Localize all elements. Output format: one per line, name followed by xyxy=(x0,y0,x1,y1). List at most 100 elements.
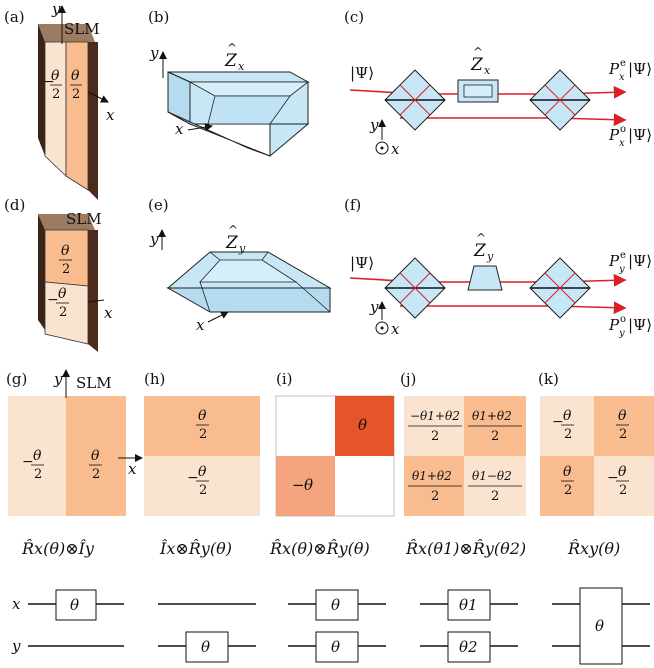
theta-den: 2 xyxy=(34,467,42,482)
slm-top xyxy=(38,24,95,42)
theta-den: 2 xyxy=(59,305,67,320)
mask-left xyxy=(8,396,66,516)
theta-den: 2 xyxy=(619,483,627,498)
theta-den: 2 xyxy=(491,489,499,504)
theta-num: θ xyxy=(618,408,627,424)
minus-sign: − xyxy=(43,74,55,90)
input-state: |Ψ⟩ xyxy=(350,64,374,82)
theta-num: θ xyxy=(618,464,627,480)
proj-sub-y: y xyxy=(618,264,625,275)
proj-P-e: P xyxy=(608,252,620,270)
gate-label: θ2 xyxy=(459,638,478,656)
operator-Zx: Z xyxy=(470,55,484,75)
panel-e: (e) y x Z y ^ xyxy=(148,196,332,334)
theta-den: 2 xyxy=(62,262,70,277)
operator-Zx-sub: x xyxy=(484,64,491,77)
operator-Zy-sub: y xyxy=(238,242,246,255)
slm-label: SLM xyxy=(76,374,112,392)
formula-j: R̂x(θ1)⊗R̂y(θ2) xyxy=(405,539,526,558)
gate-label: θ xyxy=(70,596,79,614)
panel-f: (f) |Ψ⟩ Z y ^ y x P e y |Ψ⟩ P o y |Ψ⟩ xyxy=(344,196,652,339)
formula-g: R̂x(θ)⊗Îy xyxy=(21,538,95,558)
out-of-plane-dot xyxy=(380,326,384,330)
theta-num: θ xyxy=(33,448,42,464)
gate-theta1 xyxy=(447,589,491,621)
theta-den: 2 xyxy=(92,467,100,482)
slm-side xyxy=(38,214,45,330)
x-axis-arrow xyxy=(187,123,213,132)
panel-b: (b) y x Z x ^ xyxy=(148,8,310,158)
panel-a: (a) y SLM x − θ 2 θ 2 xyxy=(4,0,115,200)
x-axis-label: x xyxy=(391,320,400,338)
theta-num: θ xyxy=(51,68,60,84)
x-axis-arrow xyxy=(87,91,109,103)
proj-sub-y: y xyxy=(618,328,625,339)
prism-front xyxy=(166,287,331,313)
prism-edge xyxy=(199,281,211,313)
y-axis-label: y xyxy=(369,298,379,316)
theta-den: 2 xyxy=(52,87,60,102)
panel-i: (i) θ − θ xyxy=(275,370,395,517)
panel-label-g: (g) xyxy=(6,370,27,388)
formula-k: R̂xy(θ) xyxy=(567,539,620,558)
panel-label-b: (b) xyxy=(148,8,169,26)
gate-theta xyxy=(315,631,359,663)
bs-red-diag xyxy=(544,272,576,304)
theta-num: θ xyxy=(61,243,70,259)
theta-den: 2 xyxy=(431,489,439,504)
theta-num: θ xyxy=(91,448,100,464)
theta-value: θ xyxy=(304,476,313,494)
prism-edge xyxy=(209,251,221,261)
y-axis-label: y xyxy=(149,44,159,62)
slm-label: SLM xyxy=(66,210,102,228)
x-axis-line xyxy=(87,299,105,303)
gate-theta xyxy=(315,589,359,621)
gate-theta xyxy=(185,631,229,663)
j-tl-num: −θ1+θ2 xyxy=(410,409,460,423)
x-axis-label: x xyxy=(128,460,137,478)
proj-P-o: P xyxy=(608,126,620,144)
gate-theta xyxy=(55,589,97,621)
prism-edge xyxy=(295,281,331,313)
proj-ket: |Ψ⟩ xyxy=(628,126,652,144)
panel-h: (h) θ 2 − θ 2 xyxy=(144,370,260,516)
formula-row: R̂x(θ)⊗Îy Îx⊗R̂y(θ) R̂x(θ)⊗R̂y(θ) R̂x(θ1… xyxy=(21,538,620,558)
mask-bl xyxy=(540,456,594,516)
prism-right-face xyxy=(269,123,310,158)
panel-c: (c) |Ψ⟩ Z x ^ y x P e x |Ψ⟩ P o xyxy=(344,8,652,158)
proj-sup-e: e xyxy=(620,58,626,69)
mask-bottom xyxy=(144,456,260,516)
minus-sign: − xyxy=(292,476,305,494)
proj-ket: |Ψ⟩ xyxy=(628,316,652,334)
panel-label-h: (h) xyxy=(144,370,165,388)
minus-sign: − xyxy=(47,292,59,308)
slm-half-right xyxy=(65,41,89,191)
panel-label-k: (k) xyxy=(538,370,559,388)
mask-top-right xyxy=(335,396,394,456)
panel-label-i: (i) xyxy=(276,370,293,388)
wire-label-y: y xyxy=(11,637,21,655)
panel-d: (d) SLM x θ 2 − θ 2 xyxy=(4,196,113,352)
slm-half-left xyxy=(44,41,67,177)
prism-top xyxy=(167,71,310,83)
gate-label: θ xyxy=(201,638,210,656)
mask-top xyxy=(144,396,260,456)
j-br-num: θ1−θ2 xyxy=(472,469,512,483)
proj-sub-x: x xyxy=(619,138,625,149)
y-axis-label: y xyxy=(51,0,61,18)
mask-right xyxy=(66,396,126,516)
minus-sign: − xyxy=(552,414,564,430)
y-axis-label: y xyxy=(53,370,63,388)
mask-br xyxy=(594,456,654,516)
minus-sign: − xyxy=(22,454,34,470)
mask-tr xyxy=(594,396,654,456)
operator-Zx-sub: x xyxy=(238,60,245,73)
proj-sup-o: o xyxy=(620,314,626,325)
gate-label: θ1 xyxy=(459,596,478,614)
input-state: |Ψ⟩ xyxy=(350,254,374,272)
bs-red-diag xyxy=(544,84,576,116)
minus-sign: − xyxy=(187,470,199,486)
theta-den: 2 xyxy=(491,429,499,444)
theta-num: θ xyxy=(71,68,80,84)
gate-label: θ xyxy=(331,638,340,656)
